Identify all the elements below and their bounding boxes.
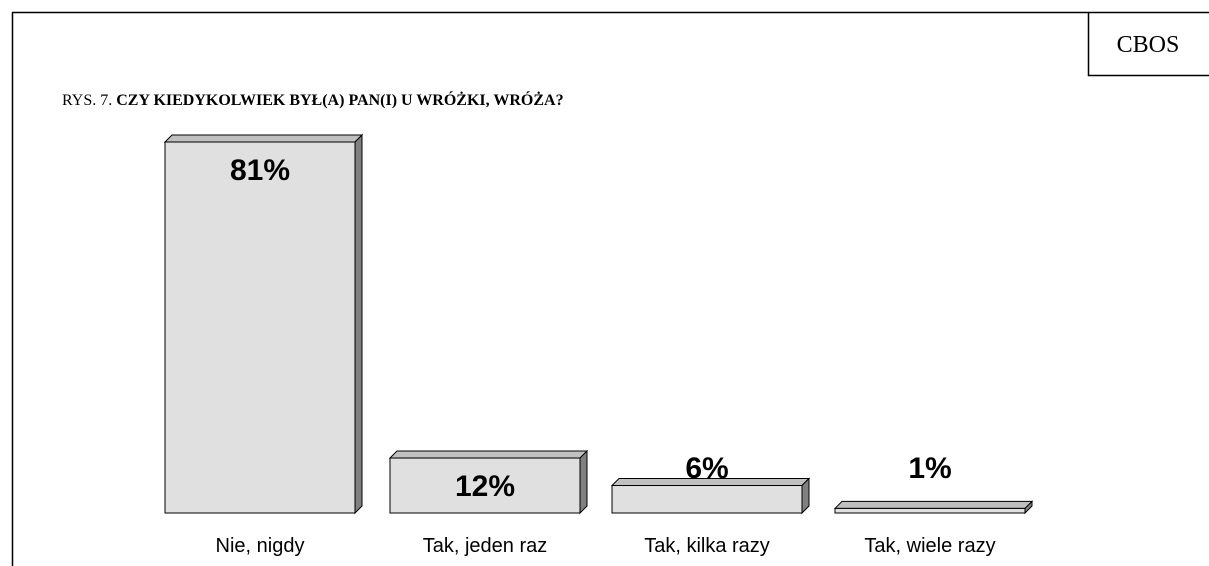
value-label: 81% (230, 154, 290, 187)
x-tick-label: Tak, wiele razy (864, 535, 995, 557)
chart-title: RYS. 7. CZY KIEDYKOLWIEK BYŁ(A) PAN(I) U… (62, 90, 564, 109)
bar (389, 457, 581, 514)
value-label: 6% (685, 452, 728, 485)
bar-top (163, 134, 364, 143)
x-tick-label: Tak, jeden raz (423, 535, 548, 557)
bar-side (579, 449, 588, 515)
bar (164, 141, 356, 514)
bar (834, 507, 1026, 514)
bar-top (388, 450, 589, 459)
title-main: CZY KIEDYKOLWIEK BYŁ(A) PAN(I) U WRÓŻKI,… (116, 90, 563, 109)
bar-side (354, 133, 363, 515)
source-box (1087, 12, 1209, 77)
x-tick-label: Tak, kilka razy (644, 535, 770, 557)
x-tick-label: Nie, nigdy (216, 535, 305, 557)
source: CBOS (1117, 32, 1180, 58)
value-label: 12% (455, 470, 515, 503)
bar-top (833, 500, 1034, 509)
bar (611, 485, 803, 514)
title-prefix: RYS. 7. (62, 92, 112, 109)
value-label: 1% (908, 452, 951, 485)
